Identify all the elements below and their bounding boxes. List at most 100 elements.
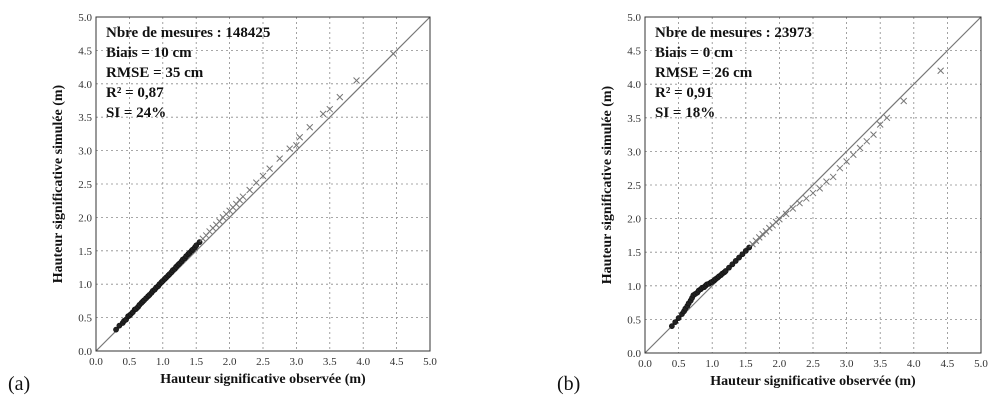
chart-b-data-point [802,195,810,202]
chart-a-data-point-stroke [336,93,344,101]
chart-a-data-point [113,326,119,333]
chart-b-data-point [900,97,908,105]
chart-a-y-tick-label: 3.5 [78,112,92,124]
chart-b-data-point-stroke [870,131,877,138]
chart-a-data-point [296,133,304,141]
chart-b-data-point-stroke [829,173,837,181]
chart-b-y-tick-label: 2.0 [627,214,641,226]
chart-b-data-point-stroke [849,151,857,159]
chart-b-data-point [876,121,884,128]
chart-b-x-tick-label: 0.5 [672,358,686,370]
chart-a-y-tick-label: 3.0 [78,146,92,158]
chart-a-data-point [246,186,253,194]
chart-a-y-tick-label: 1.5 [78,246,92,258]
chart-a-data-point-stroke [296,133,304,141]
chart-a-y-tick-label: 0.0 [78,346,92,358]
chart-a-data-point-stroke [276,155,284,162]
chart-b-y-tick-label: 3.5 [627,113,641,125]
chart-b-data-point [823,178,830,185]
chart-a-data-point [259,172,267,180]
chart-panel-b: 0.0 0.5 1.0 1.5 2.0 2.5 3.0 3.5 4.0 4.5 5.0 0.0 0.5 1… [557,12,988,395]
chart-a-data-point-stroke [353,77,360,84]
chart-a-x-tick-label: 4.5 [390,356,404,368]
chart-b-x-tick-label: 1.0 [705,358,719,370]
chart-b-data-point [726,264,732,271]
chart-a-data-point [266,165,274,172]
chart-panel-a: 0.0 0.5 1.0 1.5 2.0 2.5 3.0 3.5 4.0 4.5 5.0 0.0 0.5 1… [8,12,437,395]
chart-b-x-tick-label: 4.0 [907,358,921,370]
chart-a-x-tick-label: 1.5 [189,356,203,368]
chart-b-data-point [789,205,797,212]
chart-b-stat-line: R² = 0,91 [655,85,713,101]
chart-b-data-point [836,164,844,172]
chart-a-data-point-stroke [293,141,300,149]
chart-b-reference-line [644,16,982,354]
chart-a-y-tick-label: 2.0 [78,212,92,224]
chart-b-data-point [675,315,682,321]
chart-b-x-tick-label: 3.5 [873,358,887,370]
chart-a-x-tick-label: 4.0 [356,356,370,368]
chart-a-stat-line: SI = 24% [106,105,166,121]
chart-b-y-tick-label: 1.5 [627,247,641,259]
chart-b-stat-line: RMSE = 26 cm [655,65,753,81]
chart-b-y-tick-label: 4.0 [627,79,641,91]
chart-b-data-point-stroke [937,67,945,75]
chart-a-stat-line: RMSE = 35 cm [106,65,204,81]
chart-b-y-tick-label: 5.0 [627,12,641,24]
chart-b-x-tick-label: 3.0 [840,358,854,370]
chart-a-data-point [286,145,294,152]
chart-b-stat-line: Nbre de mesures : 23973 [655,25,812,41]
chart-b-data-point [829,173,837,181]
chart-a-y-tick-label: 4.5 [78,45,92,57]
chart-a-stat-line: Biais = 10 cm [106,45,192,61]
chart-a-data-point [293,141,300,149]
chart-b-data-point [782,210,790,218]
chart-a-data-point-stroke [266,165,274,172]
chart-a-data-point-stroke [286,145,294,152]
chart-b-x-axis-label: Hauteur significative observée (m) [710,374,916,389]
chart-a-x-tick-label: 5.0 [423,356,437,368]
chart-b-data-point-stroke [863,137,871,145]
chart-a-data-point-stroke [252,179,260,187]
chart-b-x-tick-label: 2.5 [806,358,820,370]
chart-a-x-tick-label: 2.0 [223,356,237,368]
chart-a-data-point-stroke [326,105,334,113]
chart-a-y-tick-label: 4.0 [78,79,92,91]
chart-a-data-point [306,123,314,131]
chart-b-stat-line: Biais = 0 cm [655,45,734,61]
chart-b-x-tick-label: 5.0 [974,358,988,370]
chart-b-stat-line: SI = 18% [655,105,715,121]
chart-b-y-tick-label: 2.5 [627,180,641,192]
chart-a-x-tick-label: 3.5 [323,356,337,368]
chart-b-x-tick-label: 2.0 [773,358,787,370]
chart-a-x-tick-label: 0.5 [123,356,137,368]
chart-a-data-point-stroke [246,186,253,194]
chart-b-y-tick-label: 3.0 [627,146,641,158]
chart-b-data-point [796,199,803,207]
chart-a-frame [95,16,431,352]
chart-b-data-point-stroke [776,215,783,223]
chart-a-data-point-stroke [259,172,267,180]
chart-a-y-axis-label: Hauteur significative simulée (m) [51,84,66,283]
chart-b-data-point-stroke [900,97,908,105]
chart-a-data-point [353,77,360,84]
chart-b-data-point-stroke [802,195,810,202]
chart-b-data-point [856,144,864,152]
chart-a-x-tick-label: 2.5 [256,356,270,368]
chart-b-data-point [843,158,850,165]
chart-b-y-tick-label: 0.5 [627,314,641,326]
chart-a-data-point [336,93,344,101]
chart-b-y-tick-label: 4.5 [627,46,641,58]
chart-b-data-point-stroke [789,205,797,212]
chart-b-data-point [736,254,742,261]
chart-b-data-point [937,67,945,75]
chart-b-data-point-stroke [883,114,891,122]
chart-a-y-tick-label: 1.0 [78,279,92,291]
chart-b-data-point-stroke [809,189,817,197]
chart-b-data-point-stroke [876,121,884,128]
chart-b-data-point [870,131,877,138]
chart-a-data-point [252,179,260,187]
chart-a-x-tick-label: 3.0 [290,356,304,368]
chart-a-stat-line: Nbre de mesures : 148425 [106,25,270,41]
